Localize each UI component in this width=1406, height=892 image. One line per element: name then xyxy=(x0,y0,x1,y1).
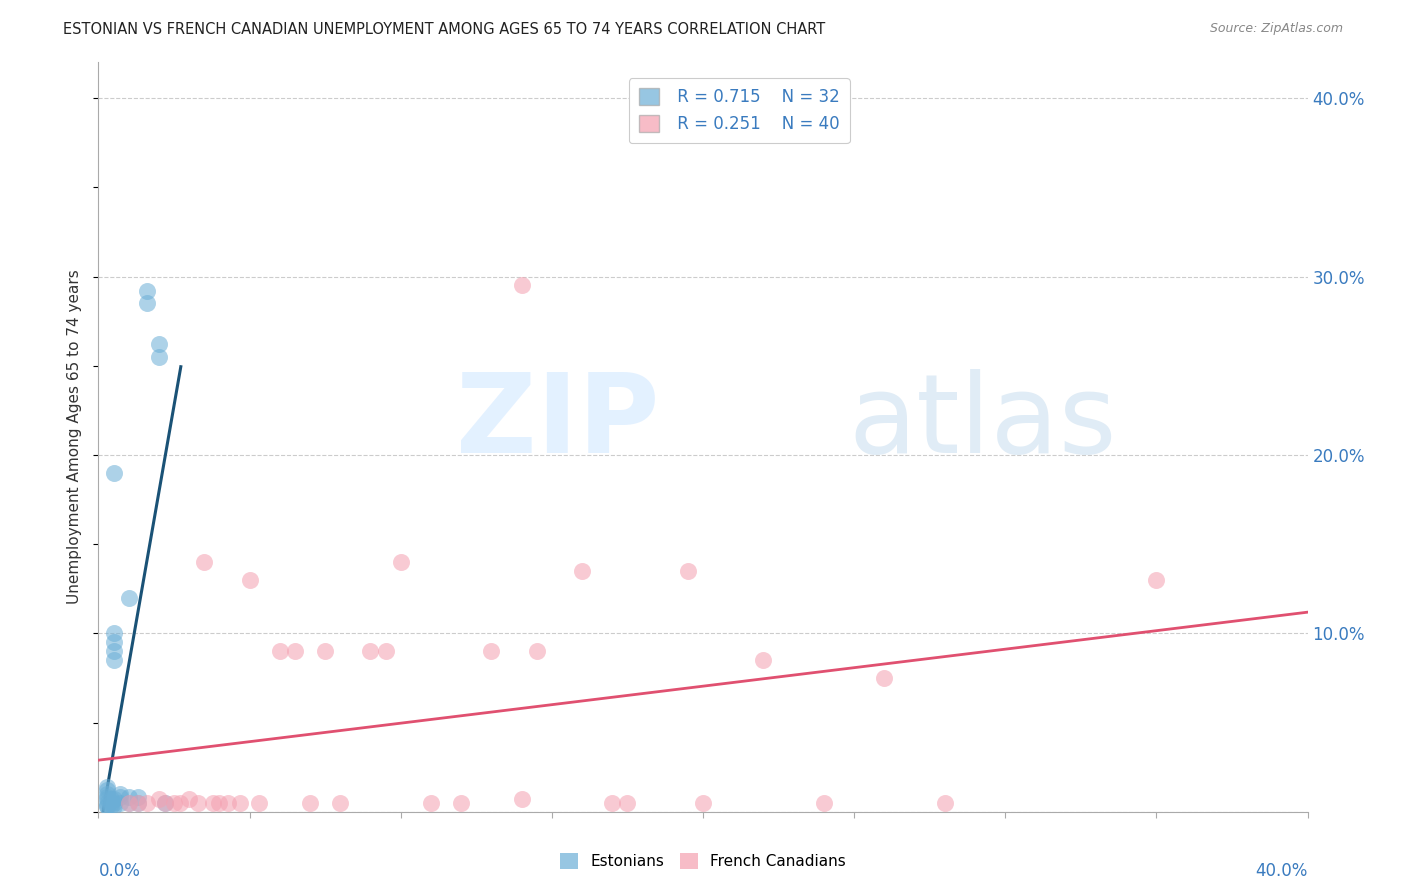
Text: 0.0%: 0.0% xyxy=(98,862,141,880)
Point xyxy=(103,653,125,667)
Point xyxy=(127,796,149,810)
Point xyxy=(692,796,714,810)
Point xyxy=(179,792,201,806)
Point xyxy=(329,796,352,810)
Point xyxy=(118,796,141,810)
Point xyxy=(873,671,896,685)
Text: ZIP: ZIP xyxy=(456,368,659,475)
Point xyxy=(96,799,118,814)
Legend:  R = 0.715    N = 32,  R = 0.251    N = 40: R = 0.715 N = 32, R = 0.251 N = 40 xyxy=(628,78,849,143)
Point xyxy=(299,796,322,810)
Point xyxy=(100,799,122,814)
Point xyxy=(103,796,125,810)
Point xyxy=(96,783,118,797)
Point xyxy=(100,796,122,810)
Point xyxy=(148,337,170,351)
Y-axis label: Unemployment Among Ages 65 to 74 years: Unemployment Among Ages 65 to 74 years xyxy=(67,269,83,605)
Point xyxy=(676,564,699,578)
Point xyxy=(103,799,125,814)
Point xyxy=(208,796,231,810)
Point xyxy=(450,796,472,810)
Point xyxy=(247,796,270,810)
Point xyxy=(202,796,225,810)
Point xyxy=(571,564,593,578)
Point xyxy=(103,635,125,649)
Point xyxy=(153,796,176,810)
Point xyxy=(103,644,125,658)
Point xyxy=(96,796,118,810)
Text: 40.0%: 40.0% xyxy=(1256,862,1308,880)
Point xyxy=(96,780,118,794)
Point xyxy=(127,790,149,805)
Point xyxy=(602,796,624,810)
Point xyxy=(108,796,131,810)
Text: atlas: atlas xyxy=(848,368,1116,475)
Point xyxy=(163,796,186,810)
Point xyxy=(148,350,170,364)
Point xyxy=(103,466,125,480)
Point xyxy=(389,555,412,569)
Point xyxy=(1144,573,1167,587)
Point xyxy=(420,796,443,810)
Point xyxy=(239,573,262,587)
Point xyxy=(135,296,157,310)
Point xyxy=(135,796,157,810)
Point xyxy=(314,644,336,658)
Point xyxy=(96,790,118,805)
Point xyxy=(269,644,291,658)
Point xyxy=(118,591,141,605)
Point xyxy=(103,792,125,806)
Legend: Estonians, French Canadians: Estonians, French Canadians xyxy=(554,847,852,875)
Point xyxy=(96,792,118,806)
Point xyxy=(284,644,307,658)
Point xyxy=(510,278,533,293)
Point xyxy=(813,796,835,810)
Point xyxy=(148,792,170,806)
Point xyxy=(153,796,176,810)
Point xyxy=(103,626,125,640)
Point xyxy=(169,796,191,810)
Point xyxy=(752,653,775,667)
Point xyxy=(118,790,141,805)
Point xyxy=(96,787,118,801)
Point xyxy=(481,644,503,658)
Text: Source: ZipAtlas.com: Source: ZipAtlas.com xyxy=(1209,22,1343,36)
Text: ESTONIAN VS FRENCH CANADIAN UNEMPLOYMENT AMONG AGES 65 TO 74 YEARS CORRELATION C: ESTONIAN VS FRENCH CANADIAN UNEMPLOYMENT… xyxy=(63,22,825,37)
Point xyxy=(127,796,149,810)
Point xyxy=(187,796,209,810)
Point xyxy=(118,796,141,810)
Point xyxy=(229,796,252,810)
Point xyxy=(510,792,533,806)
Point xyxy=(108,787,131,801)
Point xyxy=(217,796,239,810)
Point xyxy=(108,790,131,805)
Point xyxy=(934,796,956,810)
Point xyxy=(374,644,396,658)
Point xyxy=(616,796,638,810)
Point xyxy=(135,284,157,298)
Point xyxy=(100,792,122,806)
Point xyxy=(193,555,215,569)
Point xyxy=(526,644,548,658)
Point xyxy=(360,644,382,658)
Point xyxy=(96,799,118,814)
